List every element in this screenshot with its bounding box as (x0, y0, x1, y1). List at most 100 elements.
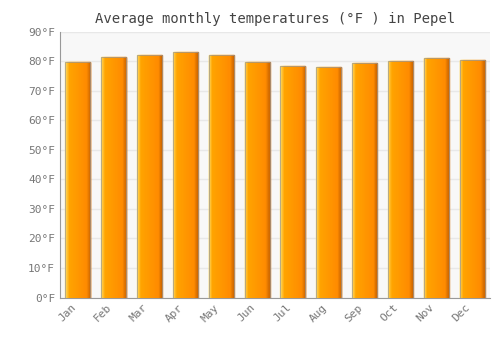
Bar (360, 63, 361, 298)
Bar (176, 52, 178, 298)
Bar (371, 63, 372, 298)
Bar (155, 55, 156, 298)
Bar (76, 62, 78, 298)
Bar (334, 66, 335, 298)
Bar (428, 58, 430, 298)
Bar (122, 57, 123, 298)
Bar (190, 52, 191, 298)
Bar (402, 61, 403, 297)
Bar (212, 55, 213, 298)
Bar (316, 66, 342, 298)
Bar (325, 66, 326, 298)
Bar (300, 66, 301, 297)
Bar (399, 61, 400, 297)
Bar (232, 55, 233, 298)
Bar (254, 62, 255, 298)
Bar (152, 55, 154, 298)
Bar (156, 55, 157, 298)
Bar (261, 62, 262, 298)
Bar (388, 61, 389, 297)
Bar (216, 55, 217, 298)
Bar (85, 62, 86, 298)
Bar (357, 63, 358, 298)
Bar (259, 62, 260, 298)
Bar (180, 52, 181, 298)
Bar (262, 62, 264, 298)
Bar (440, 58, 442, 298)
Bar (327, 66, 328, 298)
Bar (355, 63, 356, 298)
Bar (208, 55, 210, 298)
Bar (427, 58, 428, 298)
Bar (481, 60, 482, 298)
Bar (430, 58, 431, 298)
Bar (362, 63, 364, 298)
Bar (195, 52, 196, 298)
Bar (401, 61, 402, 297)
Bar (146, 55, 147, 298)
Bar (137, 55, 138, 298)
Bar (179, 52, 180, 298)
Bar (84, 62, 85, 298)
Bar (299, 66, 300, 297)
Bar (245, 62, 246, 298)
Bar (257, 62, 258, 298)
Bar (246, 62, 247, 298)
Bar (138, 55, 139, 298)
Bar (221, 55, 222, 298)
Bar (404, 61, 405, 297)
Bar (322, 66, 323, 298)
Bar (75, 62, 76, 298)
Bar (305, 66, 306, 297)
Bar (78, 62, 79, 298)
Bar (192, 52, 193, 298)
Bar (376, 63, 377, 298)
Bar (214, 55, 215, 298)
Bar (189, 52, 190, 298)
Bar (69, 62, 70, 298)
Bar (210, 55, 211, 298)
Bar (106, 57, 107, 298)
Bar (124, 57, 125, 298)
Bar (255, 62, 256, 298)
Bar (370, 63, 371, 298)
Bar (412, 61, 413, 297)
Title: Average monthly temperatures (°F ) in Pepel: Average monthly temperatures (°F ) in Pe… (95, 12, 455, 26)
Bar (249, 62, 250, 298)
Bar (368, 63, 369, 298)
Bar (476, 60, 477, 298)
Bar (258, 62, 259, 298)
Bar (147, 55, 148, 298)
Bar (149, 55, 150, 298)
Bar (247, 62, 248, 298)
Bar (474, 60, 475, 298)
Bar (226, 55, 227, 298)
Bar (151, 55, 152, 298)
Bar (119, 57, 120, 298)
Bar (393, 61, 394, 297)
Bar (223, 55, 224, 298)
Bar (178, 52, 179, 298)
Bar (222, 55, 223, 298)
Bar (256, 62, 257, 298)
Bar (405, 61, 406, 297)
Bar (388, 61, 413, 297)
Bar (72, 62, 73, 298)
Bar (224, 55, 225, 298)
Bar (482, 60, 484, 298)
Bar (326, 66, 327, 298)
Bar (188, 52, 189, 298)
Bar (329, 66, 330, 298)
Bar (467, 60, 468, 298)
Bar (317, 66, 318, 298)
Bar (260, 62, 261, 298)
Bar (70, 62, 71, 298)
Bar (293, 66, 294, 297)
Bar (107, 57, 108, 298)
Bar (113, 57, 114, 298)
Bar (160, 55, 161, 298)
Bar (116, 57, 117, 298)
Bar (337, 66, 338, 298)
Bar (395, 61, 396, 297)
Bar (335, 66, 336, 298)
